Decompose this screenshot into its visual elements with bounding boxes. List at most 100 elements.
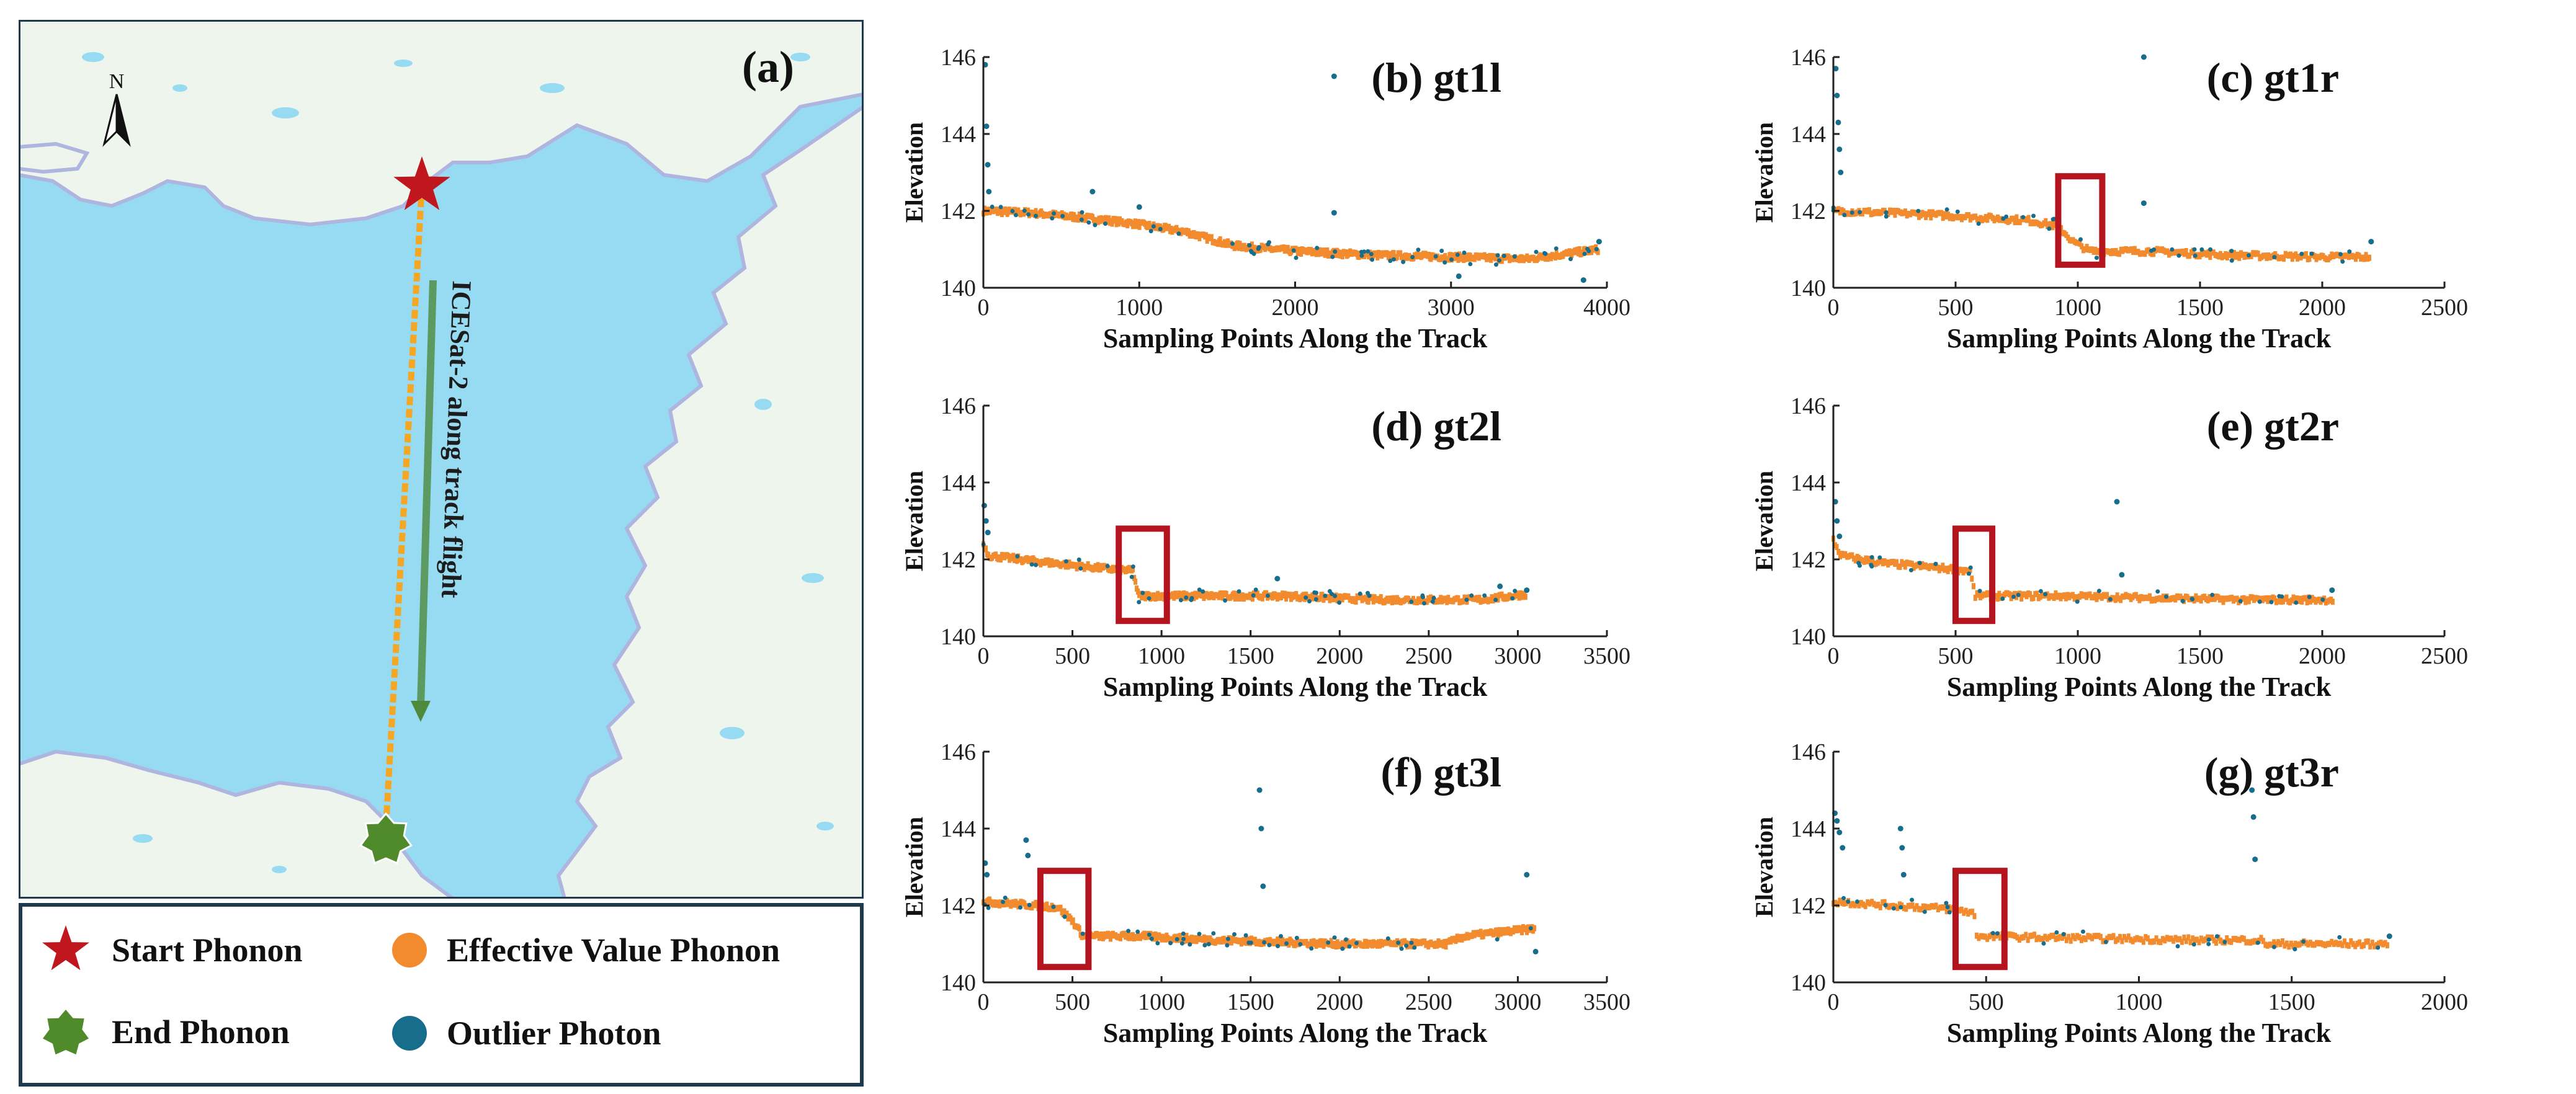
plot-b-outlier-point xyxy=(1230,241,1235,246)
plot-g-effective-point xyxy=(2118,933,2122,940)
plot-c-outlier-point xyxy=(2031,213,2036,218)
plot-g-x-tick-label: 0 xyxy=(1828,989,1840,1015)
plot-c-outlier-point xyxy=(2078,237,2083,242)
plot-e-outlier-point xyxy=(2329,587,2335,594)
plot-d-effective-point xyxy=(1131,566,1135,572)
plot-e-outlier-point xyxy=(2016,592,2021,597)
plot-d-effective-point xyxy=(1425,598,1429,605)
plot-d-outlier-point xyxy=(1464,597,1469,602)
plot-d-outlier-point xyxy=(1184,595,1189,600)
plot-c-effective-point xyxy=(2184,248,2188,254)
plot-d-outlier-point xyxy=(1129,574,1134,579)
plot-g-effective-point xyxy=(2056,935,2060,941)
plot-c-effective-point xyxy=(1929,214,1933,221)
plot-c-effective-point xyxy=(2206,249,2211,256)
plot-d-effective-point xyxy=(1283,590,1287,597)
plot-g-effective-point xyxy=(2169,935,2173,942)
plot-b-effective-point xyxy=(1429,256,1433,262)
plot-d-outlier-point xyxy=(1497,583,1503,589)
plot-f-effective-point xyxy=(1497,927,1501,933)
plot-b-outlier-point xyxy=(1052,211,1057,216)
red-star-icon xyxy=(42,925,89,971)
plot-c-effective-point xyxy=(2294,251,2298,258)
plot-b-effective-point xyxy=(1340,253,1344,260)
plot-b-outlier-point xyxy=(1442,260,1447,265)
plot-g-effective-point xyxy=(1844,900,1848,906)
plot-g-effective-point xyxy=(2131,938,2135,945)
plot-c-outlier-point xyxy=(2193,253,2198,258)
plot-g-effective-point xyxy=(2359,943,2364,949)
plot-g-x-tick-label: 2000 xyxy=(2421,989,2468,1015)
start-phonon-star-icon xyxy=(393,156,450,210)
plot-d-x-tick-label: 500 xyxy=(1055,643,1090,669)
plot-g-effective-point xyxy=(2225,935,2229,941)
plot-g-effective-point xyxy=(2191,935,2195,942)
plot-g-effective-point xyxy=(2278,941,2283,948)
plot-d-effective-point xyxy=(1171,591,1175,598)
plot-d-outlier-point xyxy=(1274,576,1281,582)
plot-f-effective-point xyxy=(1328,941,1332,948)
plot-g-effective-point xyxy=(1876,901,1881,908)
plot-f-outlier-point xyxy=(1412,945,1417,950)
plot-f-effective-point xyxy=(1077,925,1081,932)
plot-b-effective-point xyxy=(1258,246,1263,253)
plot-c-outlier-point xyxy=(1834,92,1840,99)
plot-e-outlier-point xyxy=(1933,561,1938,566)
plot-b-outlier-point xyxy=(1568,257,1573,262)
plot-g-outlier-point xyxy=(2081,929,2085,934)
plot-b-effective-point xyxy=(1167,223,1171,230)
plot-g-effective-point xyxy=(1895,904,1900,911)
plot-g-effective-point xyxy=(2171,937,2176,944)
plot-g-x-tick-label: 1500 xyxy=(2268,989,2315,1015)
plot-d-effective-point xyxy=(1390,599,1394,605)
plot-b-outlier-point xyxy=(1494,262,1498,267)
plot-b-outlier-point xyxy=(1331,73,1337,79)
plot-b-effective-point xyxy=(1077,211,1081,218)
plot-g-effective-point xyxy=(1891,902,1895,909)
plot-d-outlier-point xyxy=(1312,590,1317,595)
plot-g-x-axis-label: Sampling Points Along the Track xyxy=(1947,1018,2332,1048)
plot-f-x-tick-label: 2500 xyxy=(1405,989,1452,1015)
plot-g-effective-point xyxy=(2310,941,2315,948)
plot-f-outlier-point xyxy=(1260,883,1266,889)
plot-d-outlier-point xyxy=(1251,593,1256,598)
plot-b-outlier-point xyxy=(1050,216,1055,221)
plot-c-outlier-point xyxy=(1858,210,1862,215)
plot-b-outlier-point xyxy=(990,205,995,209)
plot-c-effective-point xyxy=(1941,215,1945,221)
plot-b-x-tick-label: 1000 xyxy=(1116,295,1163,321)
plot-d-effective-point xyxy=(1006,553,1011,559)
plot-g-effective-point xyxy=(2141,938,2145,945)
plot-g-effective-point xyxy=(2139,936,2144,943)
plot-d-effective-point xyxy=(1250,595,1254,602)
plot-g-effective-point xyxy=(1838,897,1842,904)
plot-f-outlier-point xyxy=(1226,936,1230,941)
plot-g-effective-point xyxy=(2283,942,2287,949)
plot-b-effective-point xyxy=(1072,211,1076,218)
plot-g-effective-point xyxy=(1867,900,1872,907)
plot-c-y-tick-label: 144 xyxy=(1791,122,1826,148)
plot-d-x-tick-label: 3000 xyxy=(1494,643,1541,669)
plot-b-effective-point xyxy=(1000,211,1004,218)
plot-b-effective-point xyxy=(1026,207,1031,214)
plot-g-effective-point xyxy=(2028,933,2033,940)
plot-b-outlier-point xyxy=(1495,253,1500,258)
plot-g-effective-point xyxy=(1861,901,1866,908)
plot-b-effective-point xyxy=(1392,250,1396,257)
plot-d-effective-point xyxy=(1217,594,1221,600)
plot-g-effective-point xyxy=(2037,935,2041,941)
plot-c-effective-point xyxy=(2208,254,2212,260)
plot-b-outlier-point xyxy=(1433,254,1438,259)
plot-g-effective-point xyxy=(2150,938,2154,945)
plot-g-effective-point xyxy=(2126,933,2131,940)
plot-g-outlier-point xyxy=(1990,931,1995,936)
plot-e-outlier-point xyxy=(1977,589,1982,594)
plot-e-effective-point xyxy=(2105,592,2109,598)
plot-g-effective-point xyxy=(2319,940,2323,947)
plot-f-outlier-point xyxy=(1326,940,1331,945)
plot-c-outlier-point xyxy=(1884,214,1889,219)
plot-f-effective-point xyxy=(1068,915,1073,922)
plot-f-effective-point xyxy=(1335,939,1339,946)
plot-e-x-tick-label: 0 xyxy=(1828,643,1840,669)
plot-g-effective-point xyxy=(2019,934,2024,941)
